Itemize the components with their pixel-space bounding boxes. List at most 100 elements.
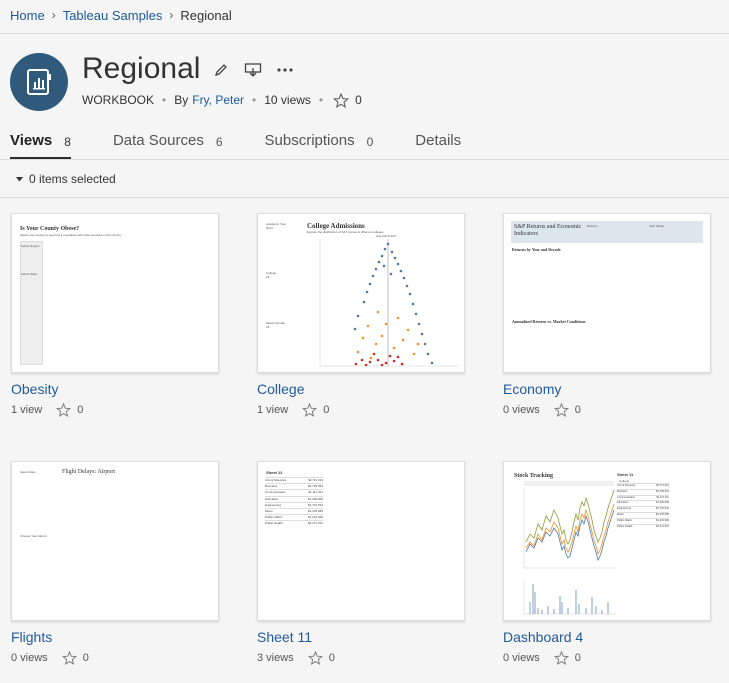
thumb-table-row: Business $2,795,953 <box>617 488 669 495</box>
thumb-table-cell: Public Affairs <box>265 515 283 520</box>
thumb-table: Arts & Sciences $2,711,019 Business $2,795,… <box>617 483 669 529</box>
thumb-label: Select State <box>21 272 38 276</box>
thumb-table-cell: Arts & Sciences <box>265 478 287 482</box>
tab-count: 8 <box>64 135 71 149</box>
view-name-link[interactable]: Flights <box>11 629 53 645</box>
breadcrumb-home-link[interactable]: Home <box>10 7 45 23</box>
view-card: Is Your County Obese? Select your county… <box>11 213 219 417</box>
thumb-label: College <box>266 271 277 275</box>
view-name-link[interactable]: Economy <box>503 381 562 397</box>
workbook-meta: WORKBOOK • By Fry, Peter • 10 views • 0 <box>82 92 362 108</box>
thumb-section: Annualized Returns vs. Market Conditions <box>512 319 586 324</box>
thumb-label: Academic Year <box>266 222 287 226</box>
thumb-subtitle: Explore the distribution of SAT scores i… <box>307 230 384 234</box>
view-count: 0 views <box>503 404 540 416</box>
pencil-icon[interactable] <box>210 60 232 80</box>
owner-label: By <box>174 93 189 107</box>
star-icon[interactable] <box>553 651 569 665</box>
thumb-label: All <box>266 275 270 279</box>
view-name-link[interactable]: Obesity <box>11 381 59 397</box>
thumb-table-cell: $2,378,086 <box>656 512 669 516</box>
thumb-table-row: Business $2,795,953 <box>265 483 323 489</box>
view-name-link[interactable]: Sheet 11 <box>257 629 313 645</box>
chevron-right-icon: › <box>169 8 174 22</box>
favorites-count: 0 <box>77 404 84 416</box>
view-count: 1 view <box>11 404 43 416</box>
more-options-icon[interactable] <box>274 60 296 80</box>
thumb-table-cell: $2,371,397 <box>307 521 323 526</box>
thumb-title: S&P Returns and Economic Indicators <box>514 224 582 237</box>
workbook-type: WORKBOOK <box>82 93 155 107</box>
tab-label: Subscriptions <box>264 132 355 149</box>
tab-details[interactable]: Details <box>415 132 461 160</box>
thumb-table-row: Education $1,300,000 <box>265 495 323 502</box>
thumb-label: Year things <box>649 224 664 228</box>
download-icon[interactable] <box>242 60 264 80</box>
tab-count: 0 <box>366 135 374 149</box>
star-icon[interactable] <box>553 403 569 417</box>
tab-subscriptions[interactable]: Subscriptions 0 <box>265 132 374 160</box>
thumb-label: Select Gender <box>266 321 286 325</box>
thumb-table-row: Music $2,378,086 <box>265 508 323 514</box>
thumb-table-cell: $1,231,000 <box>656 518 669 522</box>
star-icon[interactable] <box>56 403 72 417</box>
view-thumbnail-obesity[interactable]: Is Your County Obese? Select your county… <box>11 213 219 373</box>
divider <box>0 197 729 198</box>
thumb-table: Arts & Sciences $2,711,019 Business $2,795,… <box>265 477 323 527</box>
view-thumbnail-dashboard-4[interactable]: Stock Tracking Sheet 11 College Arts & S… <box>503 461 711 621</box>
thumb-table-cell: $2,716,534 <box>656 507 669 511</box>
view-thumbnail-economy[interactable]: S&P Returns and Economic Indicators Retu… <box>503 213 711 373</box>
tab-views[interactable]: Views 8 <box>10 132 71 160</box>
thumb-title: Sheet 11 <box>266 470 283 475</box>
view-thumbnail-sheet-11[interactable]: Sheet 11 Arts & Sciences $2,711,019 Busine… <box>257 461 465 621</box>
thumb-table-cell: Education <box>617 501 629 505</box>
selection-label: 0 items selected <box>29 172 116 186</box>
tab-label: Details <box>415 132 462 149</box>
thumb-label: Select Region <box>21 244 40 248</box>
thumb-table-cell: $1,117,911 <box>308 490 323 495</box>
tab-data-sources[interactable]: Data Sources 6 <box>113 132 223 160</box>
thumb-table-row: Arts & Sciences $2,711,019 <box>265 477 323 483</box>
thumb-annotation: Avg Admit SAT <box>376 234 396 238</box>
separator-dot: • <box>252 93 257 107</box>
breadcrumb-project-link[interactable]: Tableau Samples <box>62 7 163 23</box>
thumb-table-cell: Communication <box>265 490 286 495</box>
thumb-table-cell: $2,371,397 <box>656 524 669 528</box>
thumb-table-cell: Public Affairs <box>617 518 632 522</box>
star-icon[interactable] <box>333 92 350 108</box>
thumb-title: Flight Delays: Airport <box>62 469 115 475</box>
thumb-table-row: Music $2,378,086 <box>617 511 669 518</box>
view-thumbnail-college[interactable]: Academic Year 2014 College All Select Ge… <box>257 213 465 373</box>
star-icon[interactable] <box>307 651 323 665</box>
thumb-title: Stock Tracking <box>514 473 553 479</box>
thumb-table-cell: Engineering <box>617 507 631 511</box>
view-thumbnail-flights[interactable]: Select Date Flight Delays: Airport Choos… <box>11 461 219 621</box>
thumb-table-cell: Business <box>617 489 628 493</box>
divider <box>0 33 729 34</box>
star-icon[interactable] <box>61 651 77 665</box>
tab-bar: Views 8 Data Sources 6 Subscriptions 0 D… <box>10 132 503 160</box>
selection-dropdown[interactable]: 0 items selected <box>16 172 116 186</box>
thumb-table-cell: $1,300,000 <box>656 501 669 505</box>
thumb-table-row: Communication $1,117,911 <box>617 494 669 501</box>
thumb-filter-panel <box>20 241 43 365</box>
thumb-table-cell: $2,795,953 <box>656 489 669 493</box>
thumb-label: Select Date <box>20 470 36 474</box>
thumb-table-row: Arts & Sciences $2,711,019 <box>617 483 669 489</box>
view-card: Sheet 11 Arts & Sciences $2,711,019 Busine… <box>257 461 465 665</box>
view-card: S&P Returns and Economic Indicators Retu… <box>503 213 711 417</box>
separator-dot: • <box>318 93 324 107</box>
caret-down-icon <box>16 176 23 181</box>
thumb-table-cell: Education <box>265 496 279 501</box>
thumb-table-row: Public Affairs $1,231,000 <box>617 517 669 524</box>
tab-label: Views <box>10 132 53 149</box>
view-name-link[interactable]: Dashboard 4 <box>503 629 584 645</box>
view-card: Stock Tracking Sheet 11 College Arts & S… <box>503 461 711 665</box>
owner-link[interactable]: Fry, Peter <box>192 93 245 107</box>
thumb-table-row: Public Affairs $1,231,000 <box>265 514 323 520</box>
thumb-table-cell: $1,117,911 <box>656 495 669 499</box>
star-icon[interactable] <box>302 403 318 417</box>
view-name-link[interactable]: College <box>257 381 305 397</box>
thumb-label: Returns <box>587 224 598 228</box>
thumb-table-row: Engineering $2,716,534 <box>617 506 669 512</box>
